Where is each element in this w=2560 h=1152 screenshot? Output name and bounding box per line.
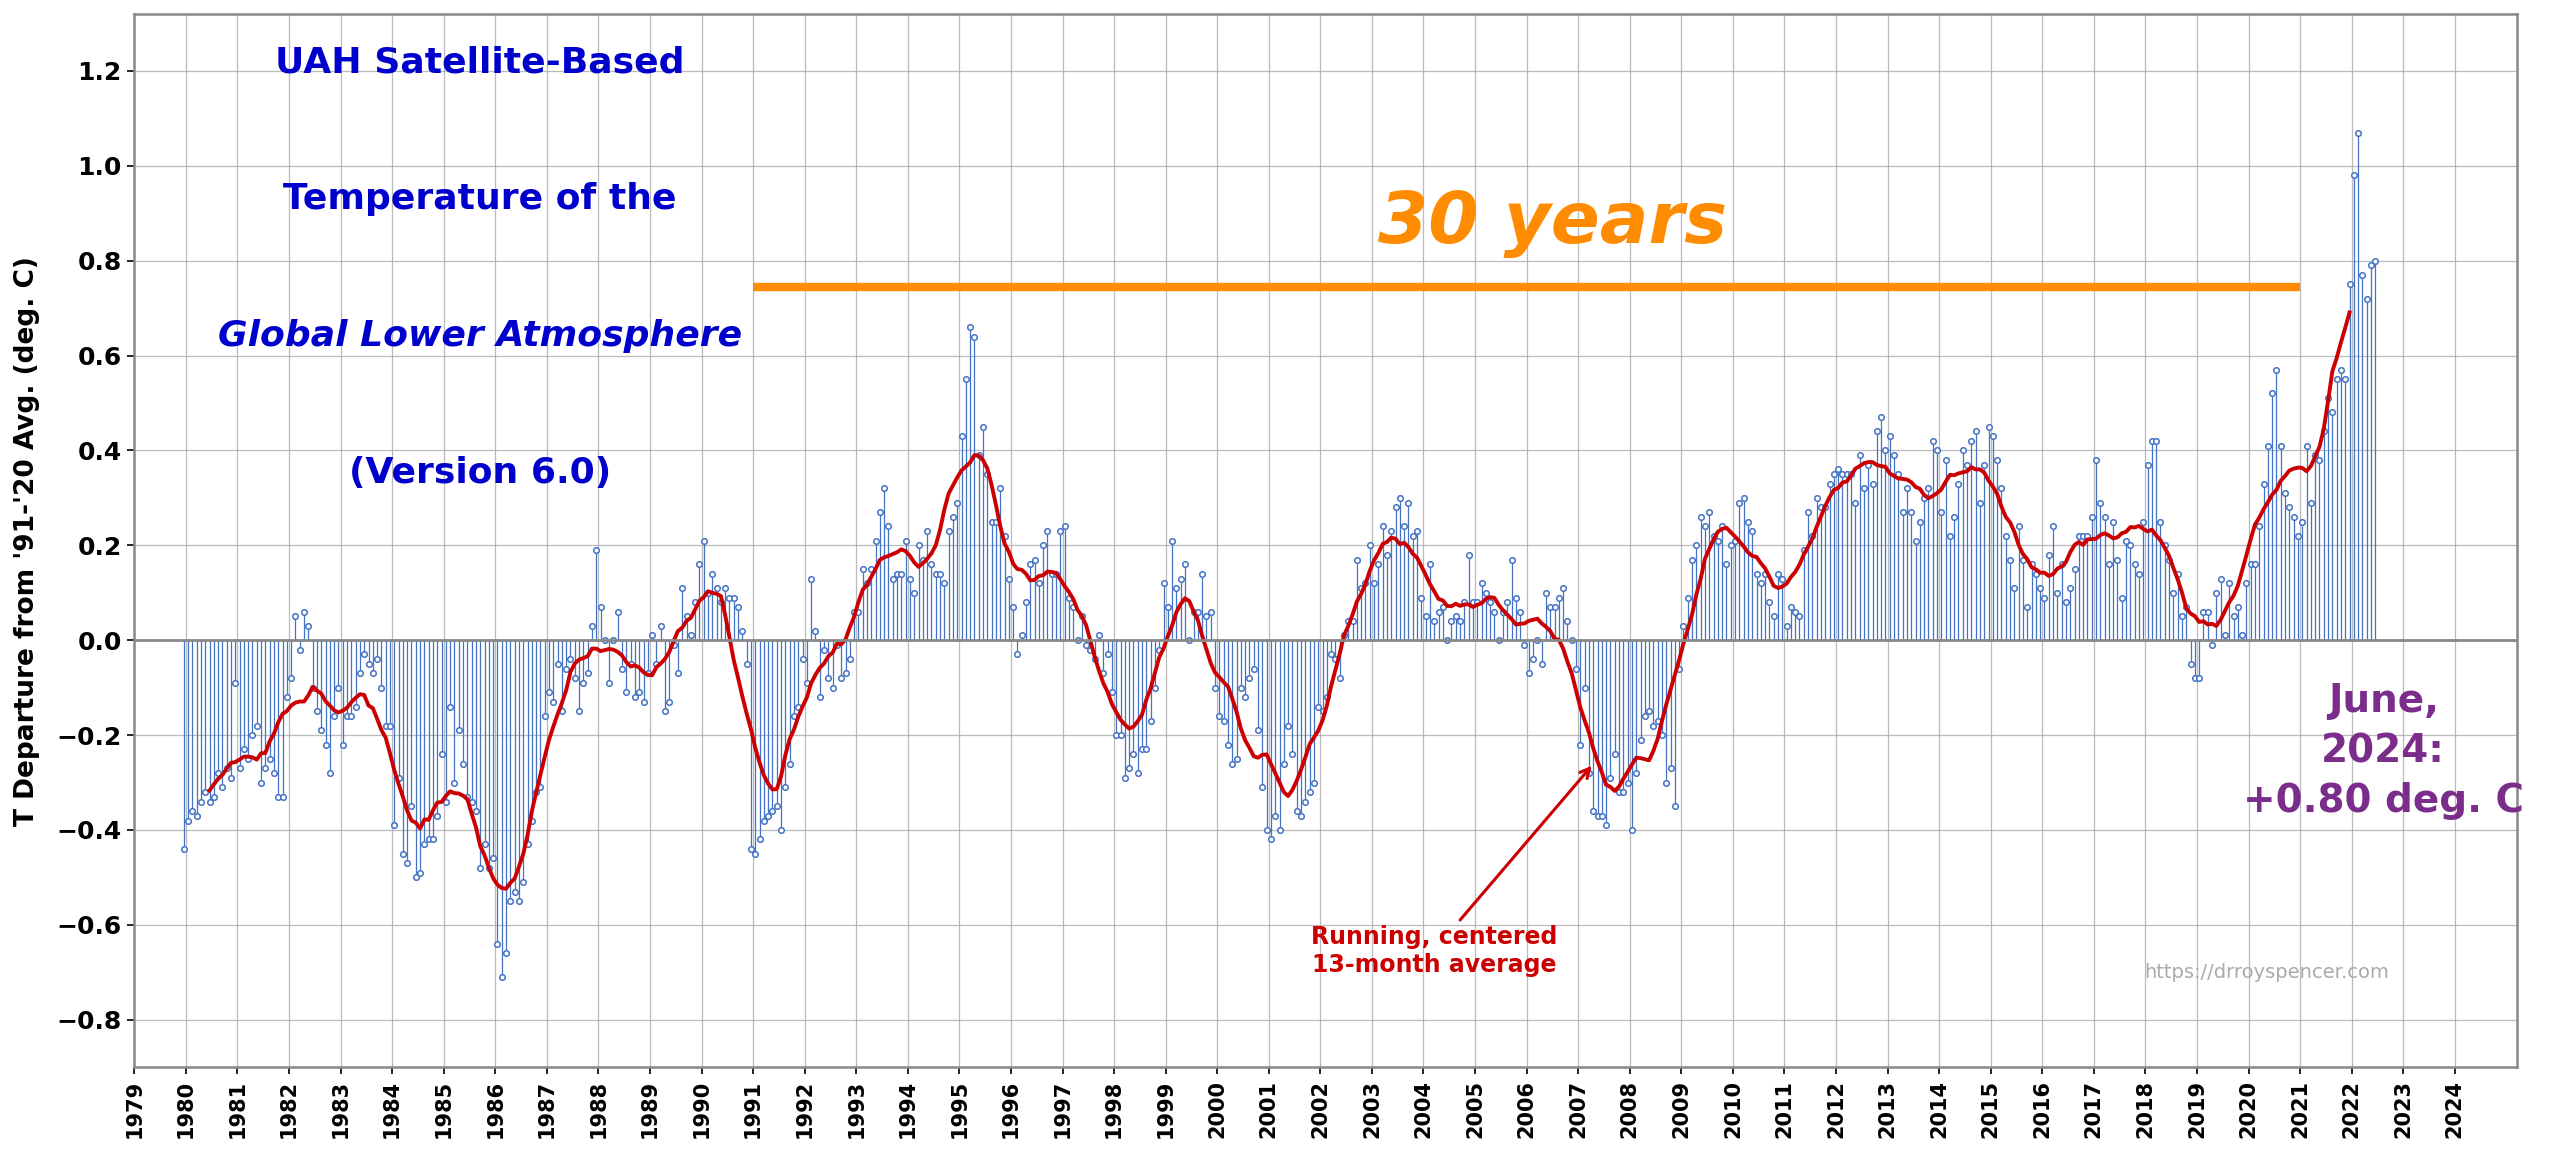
Text: (Version 6.0): (Version 6.0) — [348, 456, 612, 491]
Text: Running, centered
13-month average: Running, centered 13-month average — [1311, 768, 1590, 977]
Text: 30 years: 30 years — [1377, 189, 1728, 258]
Text: https://drroyspencer.com: https://drroyspencer.com — [2145, 963, 2388, 982]
Text: UAH Satellite-Based: UAH Satellite-Based — [274, 45, 684, 79]
Text: Global Lower Atmosphere: Global Lower Atmosphere — [218, 319, 742, 354]
Y-axis label: T Departure from '91-'20 Avg. (deg. C): T Departure from '91-'20 Avg. (deg. C) — [13, 256, 41, 826]
Text: Temperature of the: Temperature of the — [284, 182, 676, 217]
Text: June,
2024:
+0.80 deg. C: June, 2024: +0.80 deg. C — [2243, 682, 2524, 820]
